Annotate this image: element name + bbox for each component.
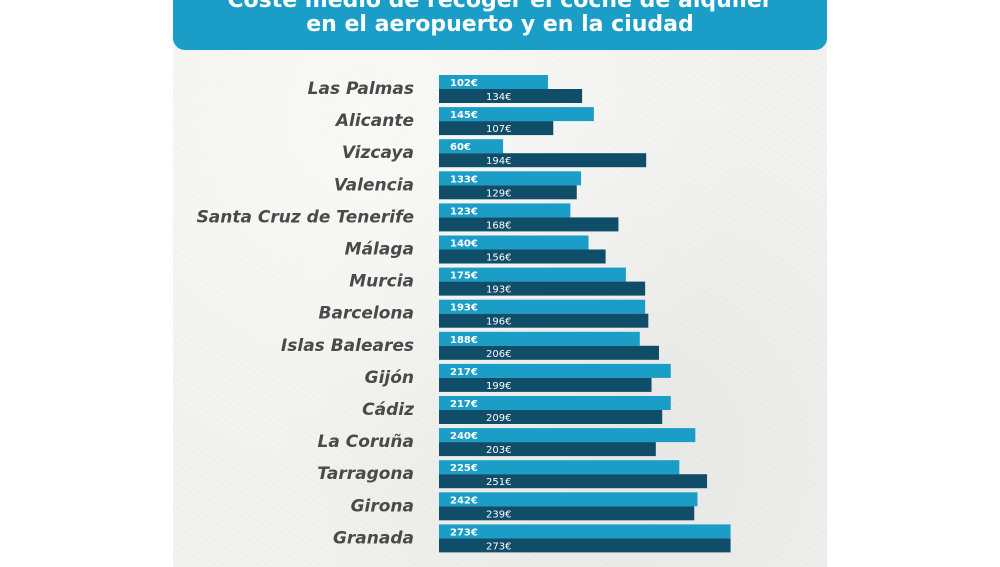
bar-city	[439, 89, 583, 103]
chart-title-line-1: Coste medio de recoger el coche de alqui…	[227, 0, 773, 13]
bar-city	[439, 281, 646, 296]
category-label: Islas Baleares	[281, 336, 414, 356]
data-label-city: 251€	[486, 477, 511, 488]
bar-airport	[439, 396, 671, 410]
data-label-airport: 140€	[450, 239, 478, 250]
bar-airport	[439, 235, 589, 250]
data-label-airport: 242€	[450, 495, 478, 506]
bar-airport	[439, 267, 626, 282]
category-label: Tarragona	[317, 464, 414, 484]
chart-title-line-2: en el aeropuerto y en la ciudad	[306, 12, 694, 37]
data-label-airport: 133€	[450, 174, 478, 185]
bar-city	[439, 121, 554, 136]
data-label-city: 168€	[486, 220, 511, 231]
data-label-airport: 193€	[450, 303, 478, 314]
data-label-city: 156€	[486, 253, 511, 264]
category-label: Santa Cruz de Tenerife	[197, 207, 414, 227]
bar-city	[439, 217, 619, 232]
data-label-airport: 175€	[450, 271, 478, 282]
data-label-city: 199€	[486, 381, 511, 392]
bar-airport	[439, 171, 582, 186]
data-label-city: 134€	[486, 92, 511, 103]
data-label-airport: 145€	[450, 110, 478, 121]
title-banner: Coste medio de recoger el coche de alqui…	[173, 0, 827, 50]
data-label-airport: 102€	[450, 78, 478, 89]
bar-city	[439, 249, 606, 264]
data-label-city: 203€	[486, 445, 511, 456]
data-label-city: 129€	[486, 188, 511, 199]
data-label-airport: 240€	[450, 431, 478, 442]
category-label: Girona	[351, 496, 414, 516]
data-label-airport: 217€	[450, 367, 478, 378]
data-label-airport: 273€	[450, 527, 478, 538]
bar-airport	[439, 363, 671, 378]
category-label: Málaga	[345, 240, 414, 260]
bar-city	[439, 506, 695, 521]
bar-airport	[439, 524, 731, 539]
bar-airport	[439, 299, 646, 314]
bar-airport	[439, 460, 680, 475]
data-label-city: 196€	[486, 317, 511, 328]
bar-airport	[439, 331, 640, 346]
data-label-city: 193€	[486, 285, 511, 296]
bar-city	[439, 442, 656, 457]
bar-airport	[439, 139, 504, 154]
bar-city	[439, 345, 660, 360]
category-label: Alicante	[334, 111, 414, 131]
bar-airport	[439, 107, 594, 122]
bar-city	[439, 377, 652, 392]
data-label-city: 194€	[486, 156, 511, 167]
data-label-city: 107€	[486, 124, 511, 135]
bar-city	[439, 410, 663, 424]
data-label-city: 209€	[486, 413, 511, 424]
category-label: Valencia	[334, 175, 414, 195]
bar-airport	[439, 203, 571, 218]
category-label: La Coruña	[318, 432, 414, 452]
bar-airport	[439, 492, 698, 507]
category-label: Murcia	[349, 272, 414, 292]
data-label-airport: 188€	[450, 335, 478, 346]
bar-city	[439, 153, 647, 168]
data-label-city: 239€	[486, 509, 511, 520]
data-label-city: 206€	[486, 349, 511, 360]
bar-city	[439, 538, 731, 553]
category-label: Las Palmas	[308, 79, 414, 99]
bar-airport	[439, 428, 696, 443]
bar-city	[439, 474, 708, 489]
category-label: Cádiz	[362, 400, 414, 420]
bar-airport	[439, 75, 548, 89]
data-label-airport: 217€	[450, 399, 478, 410]
bar-city	[439, 313, 649, 328]
category-label: Granada	[333, 528, 414, 548]
category-label: Vizcaya	[342, 143, 414, 163]
data-label-airport: 123€	[450, 206, 478, 217]
category-label: Barcelona	[318, 304, 414, 324]
data-label-airport: 60€	[450, 142, 471, 153]
category-label: Gijón	[365, 368, 414, 388]
data-label-airport: 225€	[450, 463, 478, 474]
data-label-city: 273€	[486, 541, 511, 552]
bar-city	[439, 185, 577, 200]
